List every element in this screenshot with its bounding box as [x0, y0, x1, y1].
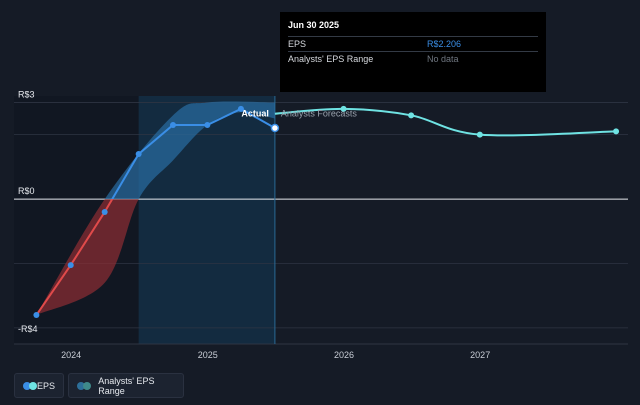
- eps-point: [270, 123, 280, 133]
- forecast-point: [476, 131, 483, 138]
- eps-point: [170, 121, 177, 128]
- forecast-point: [613, 128, 620, 135]
- eps-point: [237, 105, 244, 112]
- forecast-point: [408, 112, 415, 119]
- eps-point: [204, 121, 211, 128]
- legend-eps[interactable]: EPS: [14, 373, 64, 398]
- eps-legend-icon: [23, 381, 37, 390]
- forecast-line: [274, 107, 617, 137]
- legend-range-label: Analysts' EPS Range: [98, 375, 155, 396]
- y-tick-label: R$3: [18, 89, 35, 99]
- tooltip-eps-value: R$2.206: [427, 39, 462, 49]
- forecast-point: [340, 105, 347, 112]
- range-band-positive: [104, 101, 275, 200]
- x-tick-label: 2025: [198, 350, 218, 360]
- forecast-label: Analysts Forecasts: [281, 109, 358, 119]
- eps-point: [67, 262, 74, 269]
- eps-point: [33, 312, 40, 319]
- y-tick-label: -R$4: [18, 324, 38, 334]
- tooltip-date: Jun 30 2025: [288, 20, 340, 30]
- x-tick-label: 2027: [470, 350, 490, 360]
- x-tick-label: 2026: [334, 350, 354, 360]
- range-legend-icon: [77, 381, 93, 390]
- tooltip-range-value: No data: [427, 54, 459, 64]
- tooltip: Jun 30 2025 EPS R$2.206 Analysts' EPS Ra…: [280, 12, 546, 92]
- eps-point: [135, 150, 142, 157]
- tooltip-row-range: Analysts' EPS Range No data: [288, 51, 538, 66]
- y-tick-label: R$0: [18, 186, 35, 196]
- x-tick-label: 2024: [61, 350, 81, 360]
- tooltip-range-label: Analysts' EPS Range: [288, 54, 374, 64]
- eps-line: [111, 107, 276, 200]
- eps-point: [101, 208, 108, 215]
- tooltip-eps-label: EPS: [288, 39, 307, 49]
- legend-range[interactable]: Analysts' EPS Range: [68, 373, 184, 398]
- eps-line-negative: [35, 199, 114, 316]
- range-band-negative: [36, 199, 139, 316]
- tooltip-row-eps: EPS R$2.206: [288, 36, 538, 51]
- actual-label: Actual: [241, 109, 269, 119]
- legend-eps-label: EPS: [36, 380, 55, 391]
